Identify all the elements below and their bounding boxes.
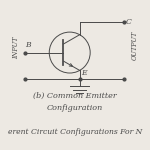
Text: Configuration: Configuration (47, 104, 103, 112)
Text: (b) Common Emitter: (b) Common Emitter (33, 92, 117, 100)
Text: erent Circuit Configurations For N: erent Circuit Configurations For N (8, 128, 142, 136)
Text: OUTPUT: OUTPUT (131, 31, 139, 60)
Text: C: C (126, 18, 131, 26)
Text: E: E (81, 69, 86, 77)
Text: INPUT: INPUT (12, 36, 20, 58)
Text: B: B (26, 41, 31, 49)
